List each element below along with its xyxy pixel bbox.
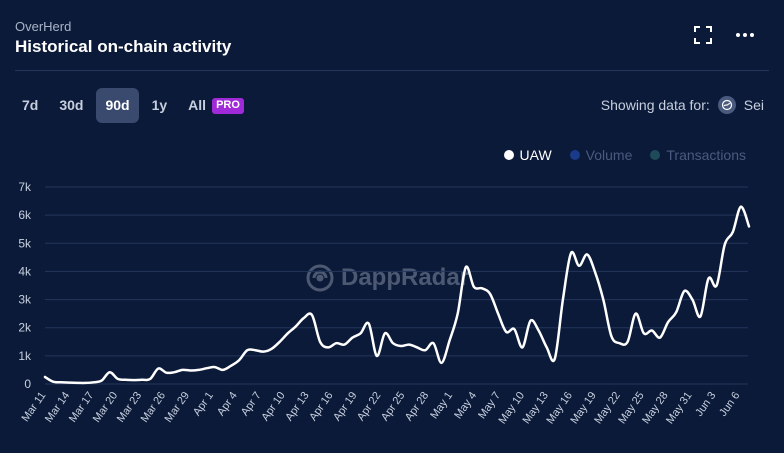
header-actions bbox=[694, 26, 754, 44]
header-divider bbox=[15, 70, 769, 71]
y-tick-label: 6k bbox=[18, 208, 32, 222]
tab-1y[interactable]: 1y bbox=[151, 97, 168, 113]
uaw-series-line bbox=[43, 205, 751, 385]
pro-badge: PRO bbox=[212, 97, 244, 114]
legend-item-transactions[interactable]: Transactions bbox=[650, 147, 746, 163]
expand-icon[interactable] bbox=[694, 26, 712, 44]
legend-dot-transactions bbox=[650, 150, 661, 160]
dappradar-logo-icon bbox=[306, 264, 334, 292]
y-tick-label: 7k bbox=[18, 180, 32, 194]
time-range-tabs: 7d 30d 90d 1y All PRO bbox=[14, 88, 257, 123]
x-tick-label: Apr 10 bbox=[259, 390, 287, 423]
chart-header: OverHerd Historical on-chain activity bbox=[15, 20, 231, 57]
y-tick-label: 5k bbox=[18, 236, 32, 250]
x-tick-label: Jun 6 bbox=[717, 390, 742, 419]
y-tick-label: 3k bbox=[18, 293, 32, 307]
x-tick-label: Apr 1 bbox=[191, 390, 216, 418]
y-tick-label: 0 bbox=[24, 377, 31, 391]
legend-label-transactions: Transactions bbox=[666, 147, 746, 163]
legend-dot-volume bbox=[569, 150, 580, 160]
chart-title: Historical on-chain activity bbox=[15, 37, 232, 56]
tab-all[interactable]: All PRO bbox=[180, 88, 252, 123]
legend-dot-uaw bbox=[503, 150, 514, 160]
y-tick-label: 4k bbox=[18, 264, 32, 278]
tab-90d[interactable]: 90d bbox=[96, 88, 139, 123]
legend-label-volume: Volume bbox=[585, 147, 633, 163]
dappradar-watermark: DappRadar bbox=[305, 263, 469, 293]
app-name: OverHerd bbox=[15, 19, 72, 34]
tab-all-label: All bbox=[188, 97, 207, 113]
showing-data-for: Showing data for: Sei bbox=[601, 96, 764, 114]
chain-name[interactable]: Sei bbox=[743, 97, 764, 113]
tab-7d[interactable]: 7d bbox=[22, 97, 39, 113]
x-tick-label: Apr 13 bbox=[283, 390, 311, 423]
x-tick-label: Apr 19 bbox=[331, 390, 359, 423]
x-tick-label: Apr 25 bbox=[379, 390, 407, 423]
x-tick-label: Mar 29 bbox=[163, 390, 192, 425]
legend-item-uaw[interactable]: UAW bbox=[503, 147, 552, 163]
tab-30d[interactable]: 30d bbox=[59, 97, 84, 113]
chart-legend: UAW Volume Transactions bbox=[503, 147, 746, 163]
x-tick-label: May 4 bbox=[452, 390, 479, 421]
x-tick-label: Apr 16 bbox=[307, 390, 335, 423]
x-tick-label: May 1 bbox=[428, 390, 455, 421]
legend-item-volume[interactable]: Volume bbox=[569, 147, 633, 163]
showing-label: Showing data for: bbox=[600, 97, 710, 113]
legend-label-uaw: UAW bbox=[519, 147, 552, 163]
more-icon[interactable] bbox=[736, 26, 754, 44]
watermark-text: DappRadar bbox=[341, 264, 470, 291]
sei-chain-icon bbox=[717, 96, 736, 114]
y-tick-label: 2k bbox=[18, 321, 32, 335]
x-tick-label: Apr 4 bbox=[215, 390, 240, 418]
x-tick-label: Apr 22 bbox=[355, 390, 383, 423]
x-tick-label: Apr 28 bbox=[403, 390, 431, 423]
y-tick-label: 1k bbox=[18, 349, 32, 363]
x-tick-label: Jun 3 bbox=[693, 390, 718, 419]
